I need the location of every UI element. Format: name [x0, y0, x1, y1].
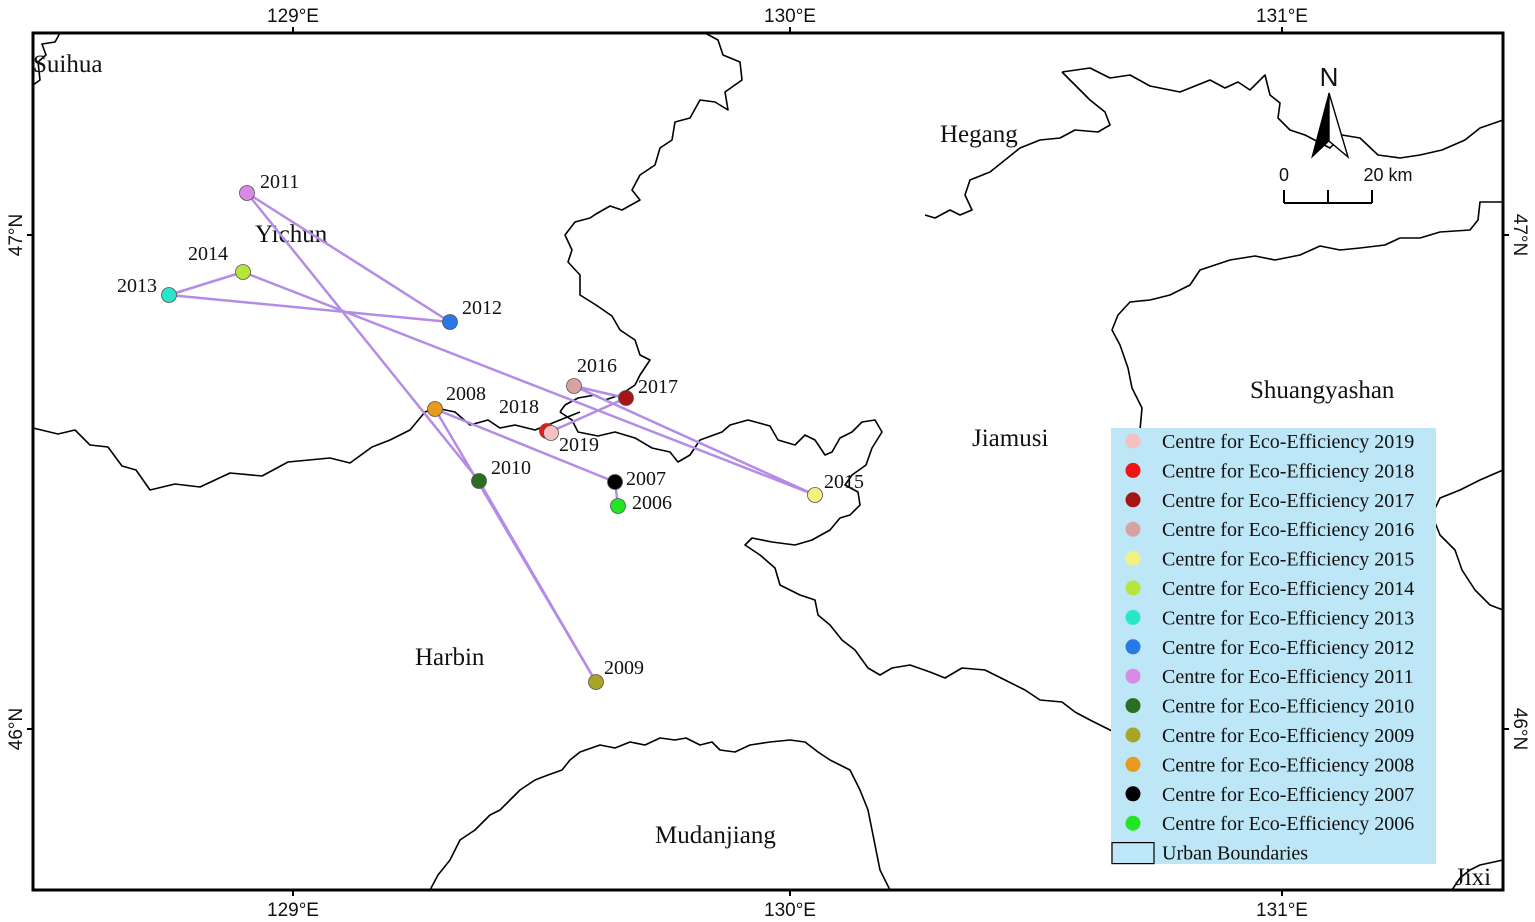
- legend-item-label: Centre for Eco-Efficiency 2012: [1162, 637, 1414, 659]
- year-label-2012: 2012: [462, 297, 502, 319]
- legend-item-label: Centre for Eco-Efficiency 2013: [1162, 607, 1414, 629]
- boundary-hegang: [1061, 67, 1504, 159]
- legend-item-label: Centre for Eco-Efficiency 2019: [1162, 431, 1414, 453]
- legend-swatch-3: [1125, 521, 1141, 537]
- lat-label-46-left: 46°N: [6, 708, 27, 750]
- city-label-suihua: Suihua: [33, 51, 102, 78]
- legend-item-label: Centre for Eco-Efficiency 2014: [1162, 578, 1414, 600]
- lat-label-47-right: 47°N: [1509, 214, 1530, 256]
- boundary-mudanjiang: [429, 737, 891, 891]
- legend-swatch-8: [1125, 668, 1141, 684]
- legend-item-label: Centre for Eco-Efficiency 2011: [1162, 666, 1414, 688]
- legend-swatch-12: [1125, 786, 1141, 802]
- legend-item-label: Centre for Eco-Efficiency 2015: [1162, 549, 1414, 571]
- centre-point-2008[interactable]: [427, 401, 443, 417]
- scale-bar: [1283, 190, 1373, 204]
- lon-label-129-top: 129°E: [267, 6, 319, 27]
- year-label-2014: 2014: [188, 243, 228, 265]
- year-label-2010: 2010: [491, 457, 531, 479]
- lat-label-47-left: 47°N: [6, 214, 27, 256]
- city-label-jixi: Jixi: [1455, 864, 1491, 891]
- centre-point-2016[interactable]: [566, 378, 582, 394]
- lon-label-130-top: 130°E: [764, 6, 816, 27]
- year-label-2009: 2009: [604, 657, 644, 679]
- legend-swatch-4: [1125, 551, 1141, 567]
- year-label-2011: 2011: [260, 171, 299, 193]
- city-label-harbin: Harbin: [415, 644, 485, 671]
- legend-swatch-1: [1125, 462, 1141, 478]
- year-label-2017: 2017: [638, 376, 678, 398]
- legend-swatch-7: [1125, 639, 1141, 655]
- centre-point-2019[interactable]: [543, 425, 559, 441]
- year-label-2006: 2006: [632, 492, 672, 514]
- centre-point-2012[interactable]: [442, 314, 458, 330]
- scale-bar-end-label: 20 km: [1363, 165, 1412, 185]
- centre-point-2013[interactable]: [161, 287, 177, 303]
- year-label-2018: 2018: [499, 396, 539, 418]
- legend-item-urban-boundaries: Urban Boundaries: [1162, 843, 1308, 865]
- year-label-2015: 2015: [824, 471, 864, 493]
- legend-item-label: Centre for Eco-Efficiency 2006: [1162, 813, 1414, 835]
- legend-item-label: Centre for Eco-Efficiency 2016: [1162, 519, 1414, 541]
- lon-label-130-bottom: 130°E: [764, 900, 816, 921]
- legend-swatch-9: [1125, 698, 1141, 714]
- north-arrow-label: N: [1320, 62, 1339, 92]
- legend-item-label: Centre for Eco-Efficiency 2017: [1162, 490, 1414, 512]
- centre-point-2017[interactable]: [618, 390, 634, 406]
- boundary-hegang-jiamusi: [924, 71, 1111, 219]
- year-label-2019: 2019: [559, 434, 599, 456]
- legend: Centre for Eco-Efficiency 2019 Centre for…: [1111, 428, 1436, 865]
- legend-item-label: Centre for Eco-Efficiency 2008: [1162, 754, 1414, 776]
- legend-swatch-5: [1125, 580, 1141, 596]
- legend-swatch-6: [1125, 609, 1141, 625]
- scale-bar-start-label: 0: [1279, 165, 1289, 185]
- legend-item-label: Centre for Eco-Efficiency 2018: [1162, 460, 1414, 482]
- north-arrow-right-half: [1328, 92, 1350, 160]
- legend-swatch-urban-boundaries: [1111, 841, 1155, 865]
- centre-point-2006[interactable]: [610, 498, 626, 514]
- lon-label-131-top: 131°E: [1256, 6, 1308, 27]
- boundary-shuangyashan-east: [1431, 469, 1504, 611]
- legend-background: [1111, 428, 1436, 864]
- centre-point-2011[interactable]: [239, 185, 255, 201]
- legend-swatch-11: [1125, 756, 1141, 772]
- year-label-2016: 2016: [577, 355, 617, 377]
- legend-swatch-2: [1125, 492, 1141, 508]
- year-label-2013: 2013: [117, 275, 157, 297]
- city-label-yichun: Yichun: [255, 221, 328, 248]
- city-label-hegang: Hegang: [940, 121, 1018, 148]
- centre-point-2009[interactable]: [588, 674, 604, 690]
- year-label-2008: 2008: [446, 383, 486, 405]
- boundary-yichun-jiamusi: [559, 32, 743, 413]
- centre-point-2010[interactable]: [471, 473, 487, 489]
- centre-points: [161, 185, 823, 690]
- city-label-mudanjiang: Mudanjiang: [655, 822, 776, 849]
- lon-label-129-bottom: 129°E: [267, 900, 319, 921]
- city-label-jiamusi: Jiamusi: [972, 425, 1048, 452]
- centre-point-2015[interactable]: [807, 487, 823, 503]
- legend-swatch-13: [1125, 815, 1141, 831]
- lon-label-131-bottom: 131°E: [1256, 900, 1308, 921]
- legend-swatch-0: [1125, 433, 1141, 449]
- boundary-suihua: [32, 32, 61, 86]
- legend-swatch-10: [1125, 727, 1141, 743]
- centre-point-2014[interactable]: [235, 264, 251, 280]
- centre-point-2007[interactable]: [607, 474, 623, 490]
- lat-label-46-right: 46°N: [1509, 708, 1530, 750]
- city-label-shuangyashan: Shuangyashan: [1250, 377, 1395, 404]
- legend-item-label: Centre for Eco-Efficiency 2009: [1162, 725, 1414, 747]
- legend-item-label: Centre for Eco-Efficiency 2007: [1162, 784, 1414, 806]
- north-arrow: N: [1311, 62, 1350, 160]
- boundary-harbin-jiamusi: [559, 411, 1206, 753]
- graticule-ticks: [27, 27, 1509, 896]
- boundary-jixi: [1451, 859, 1504, 891]
- legend-item-label: Centre for Eco-Efficiency 2010: [1162, 696, 1414, 718]
- boundary-yichun-harbin: [32, 407, 581, 491]
- year-label-2007: 2007: [626, 468, 666, 490]
